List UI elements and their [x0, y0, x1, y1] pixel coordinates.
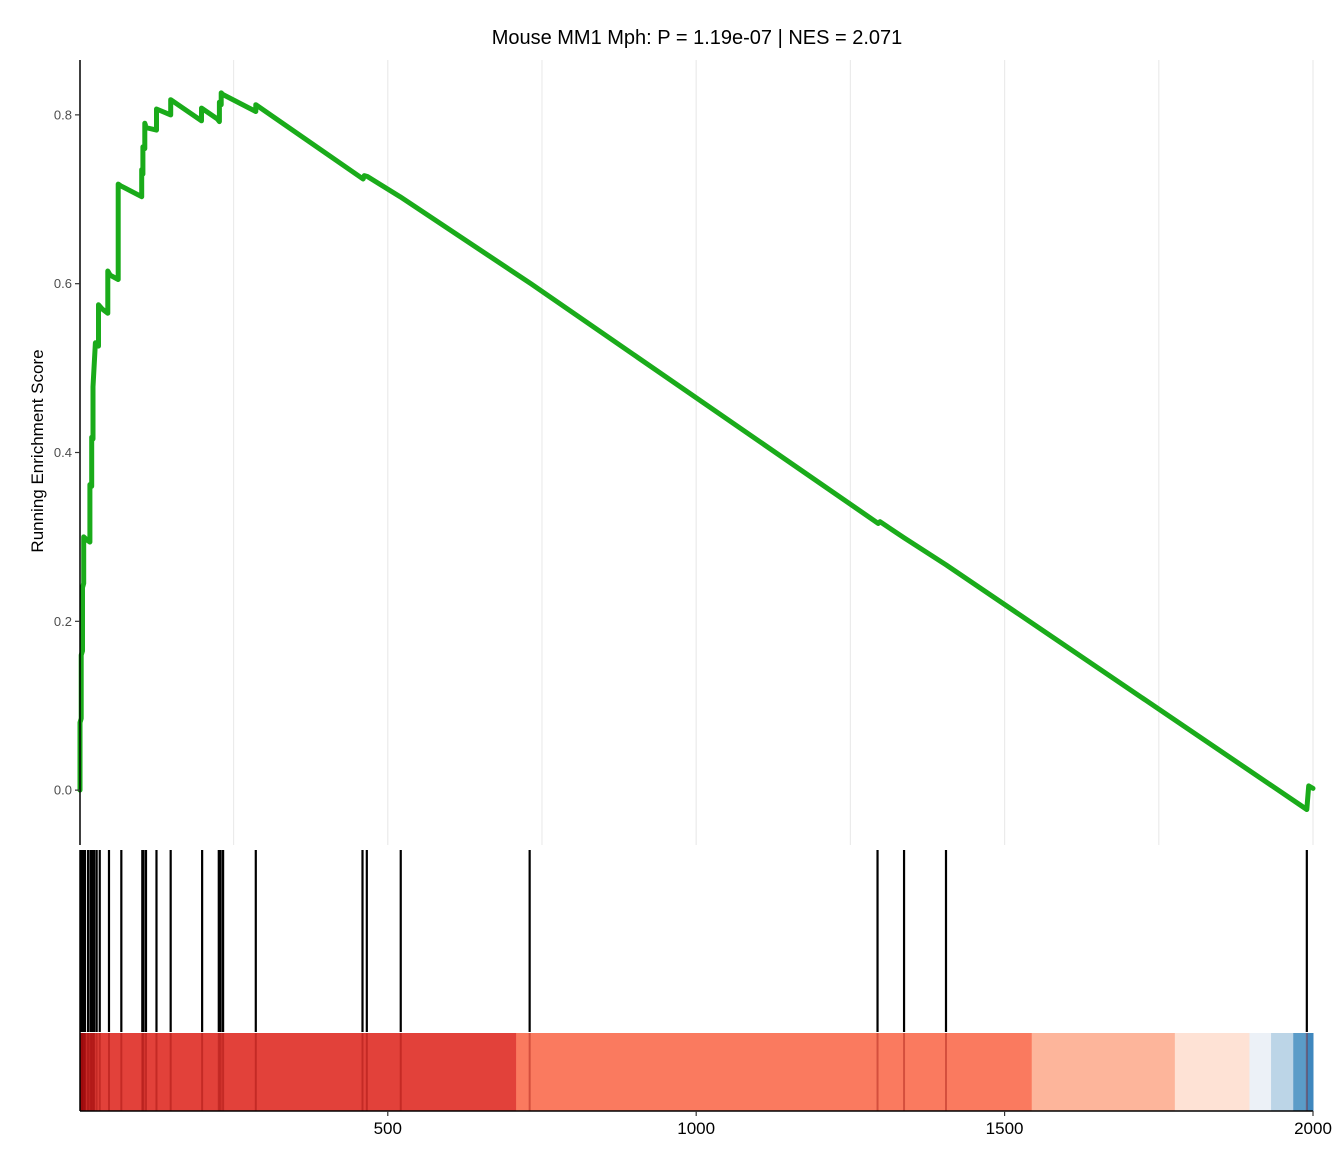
- color-bar-segment: [1249, 1033, 1272, 1111]
- color-bar-segment: [1031, 1033, 1176, 1111]
- color-bar-segment: [1174, 1033, 1250, 1111]
- color-bar-segment: [85, 1033, 96, 1111]
- running-score-layer: [77, 90, 1316, 812]
- rank-color-bar: [80, 1033, 1314, 1111]
- x-tick-label: 500: [374, 1119, 402, 1138]
- gene-hit-ticks: [79, 850, 1308, 1111]
- color-bar-segment: [1293, 1033, 1308, 1111]
- color-bar-segment: [516, 1033, 1033, 1111]
- y-tick-label: 0.6: [54, 276, 72, 291]
- x-tick-label: 2000: [1294, 1119, 1332, 1138]
- x-tick-label: 1000: [677, 1119, 715, 1138]
- y-axis-ticks: 0.0 0.2 0.4 0.6 0.8: [54, 107, 80, 798]
- running-score-line: [77, 90, 1316, 812]
- y-tick-label: 0.2: [54, 614, 72, 629]
- color-bar-segment: [80, 1033, 87, 1111]
- y-tick-label: 0.4: [54, 445, 72, 460]
- color-bar-segment: [1306, 1033, 1314, 1111]
- color-bar-segment: [94, 1033, 517, 1111]
- x-tick-label: 1500: [986, 1119, 1024, 1138]
- chart-title: Mouse MM1 Mph: P = 1.19e-07 | NES = 2.07…: [492, 27, 903, 49]
- x-axis-ticks: 500 1000 1500 2000: [374, 1111, 1332, 1138]
- y-axis-label: Running Enrichment Score: [28, 349, 47, 552]
- y-tick-label: 0.0: [54, 783, 72, 798]
- color-bar-segment: [1271, 1033, 1294, 1111]
- y-tick-label: 0.8: [54, 107, 72, 122]
